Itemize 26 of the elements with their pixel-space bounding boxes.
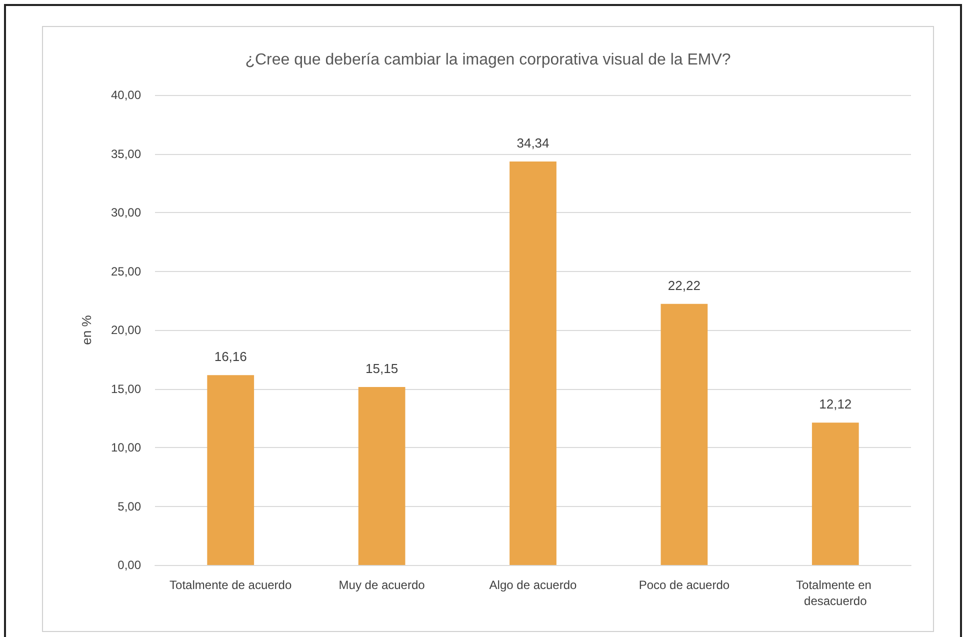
x-tick-label: Totalmente en desacuerdo — [796, 578, 875, 608]
y-tick-label: 5,00 — [118, 499, 142, 514]
y-tick-label: 0,00 — [118, 558, 142, 572]
chart-title: ¿Cree que debería cambiar la imagen corporativa visual de la EMV? — [245, 52, 731, 68]
bar — [812, 422, 859, 565]
data-label: 34,34 — [516, 136, 550, 151]
bar — [660, 304, 708, 565]
bar — [358, 386, 406, 565]
y-tick-label: 25,00 — [110, 264, 142, 278]
y-tick-label: 35,00 — [110, 146, 142, 161]
data-label: 22,22 — [668, 278, 700, 293]
y-axis-title: en % — [79, 314, 94, 345]
x-tick-label: Muy de acuerdo — [338, 578, 426, 592]
x-tick-label: Poco de acuerdo — [638, 578, 730, 592]
y-tick-label: 20,00 — [110, 323, 142, 337]
bar — [207, 375, 254, 565]
data-label: 15,15 — [366, 360, 398, 376]
y-tick-label: 15,00 — [110, 382, 142, 396]
y-tick-label: 30,00 — [110, 206, 142, 220]
data-label: 12,12 — [819, 396, 852, 412]
x-tick-label: Totalmente de acuerdo — [170, 578, 292, 592]
data-label: 16,16 — [214, 349, 247, 364]
x-tick-label: Algo de acuerdo — [489, 578, 578, 592]
y-tick-label: 10,00 — [110, 440, 142, 454]
bar — [510, 162, 556, 565]
y-tick-label: 40,00 — [110, 88, 142, 102]
